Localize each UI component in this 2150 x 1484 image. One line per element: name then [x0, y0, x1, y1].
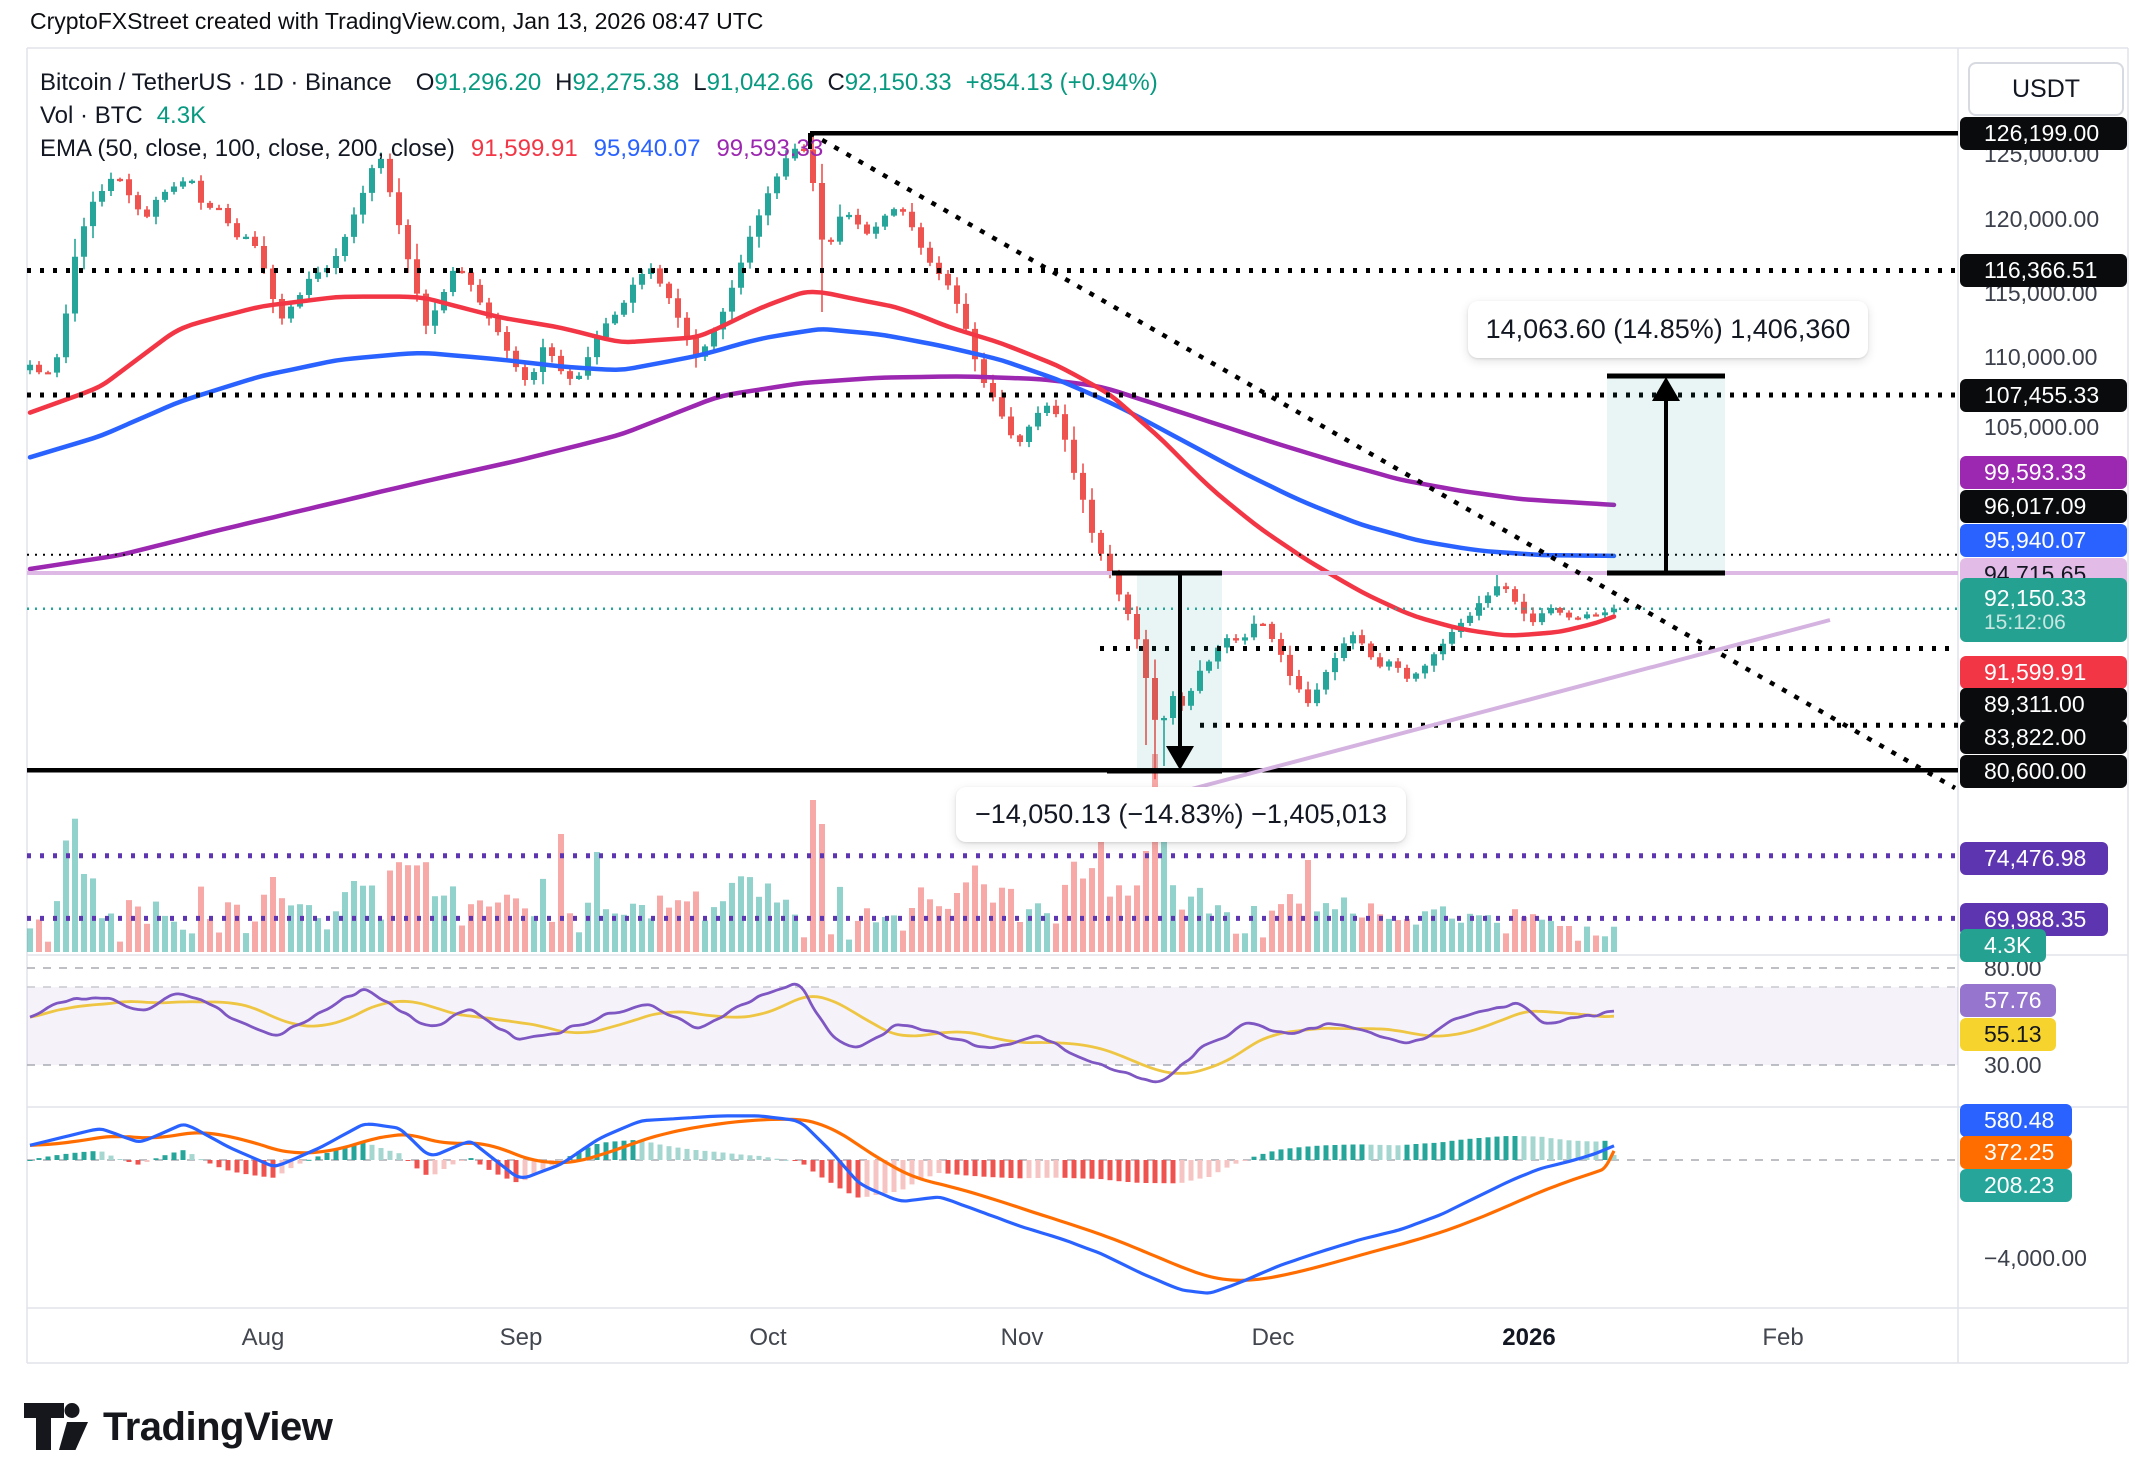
- axis-label-99593.33: 99,593.33: [1960, 455, 2127, 489]
- time-label-2026: 2026: [1502, 1324, 1556, 1351]
- time-label-Aug: Aug: [241, 1324, 285, 1351]
- axis-label-91599.91: 91,599.91: [1960, 655, 2127, 689]
- axis-label-120000.00: 120,000.00: [1984, 206, 2100, 232]
- ohlc-high-value: 92,275.38: [572, 68, 680, 96]
- time-label-Nov: Nov: [1000, 1324, 1044, 1351]
- ohlc-close-key: C: [827, 68, 845, 96]
- rsi-band: [27, 967, 1958, 1161]
- time-label-Dec: Dec: [1251, 1324, 1295, 1351]
- axis-label-116366.51: 116,366.51: [1960, 253, 2127, 287]
- axis-label-110000.00: 110,000.00: [1984, 344, 2098, 370]
- ema-label: EMA (50, close, 100, close, 200, close): [40, 134, 455, 162]
- chart-legend: Bitcoin / TetherUS · 1D · Binance O 91,29…: [40, 66, 1158, 165]
- rsi-lines: [29, 982, 1615, 1084]
- volume-value: 4.3K: [156, 101, 207, 129]
- axis-label-96017.09: 96,017.09: [1960, 489, 2127, 523]
- axis-label-107455.33: 107,455.33: [1960, 378, 2127, 412]
- axis-label-30.00: 30.00: [1984, 1052, 2042, 1078]
- axis-label-208.23: 208.23: [1960, 1168, 2072, 1202]
- volume-bars: [27, 754, 1617, 952]
- axis-label-89311.00: 89,311.00: [1960, 687, 2127, 721]
- axis-label-83822.00: 83,822.00: [1960, 720, 2127, 754]
- tradingview-logo-text: TradingView: [103, 1404, 333, 1449]
- symbol-title[interactable]: Bitcoin / TetherUS · 1D · Binance: [40, 68, 392, 96]
- axis-label-55.13: 55.13: [1960, 1017, 2056, 1051]
- ema-row[interactable]: EMA (50, close, 100, close, 200, close) …: [40, 132, 1158, 165]
- axis-label-4.3K: 4.3K: [1960, 928, 2046, 962]
- axis-label-580.48: 580.48: [1960, 1103, 2072, 1137]
- trendlines: [808, 131, 1957, 802]
- ema-lines: [27, 289, 1617, 638]
- measure-down-label[interactable]: −14,050.13 (−14.83%) −1,405,013: [956, 787, 1406, 842]
- symbol-row[interactable]: Bitcoin / TetherUS · 1D · Binance O 91,29…: [40, 66, 1158, 99]
- tradingview-logo[interactable]: TradingView: [23, 1402, 333, 1452]
- axis-label-372.25: 372.25: [1960, 1135, 2072, 1169]
- ohlc-open-key: O: [415, 68, 435, 96]
- volume-label: Vol · BTC: [40, 101, 143, 129]
- axis-label-95940.07: 95,940.07: [1960, 523, 2127, 557]
- time-label-Feb: Feb: [1762, 1324, 1804, 1351]
- ema200-value: 99,593.33: [716, 134, 824, 162]
- axis-label-74476.98: 74,476.98: [1960, 841, 2108, 875]
- time-label-Oct: Oct: [749, 1324, 787, 1351]
- measure-up-label[interactable]: 14,063.60 (14.85%) 1,406,360: [1468, 301, 1868, 358]
- volume-row[interactable]: Vol · BTC 4.3K: [40, 99, 1158, 132]
- currency-toggle-button[interactable]: USDT: [1968, 62, 2124, 116]
- ohlc-close-value: 92,150.33: [844, 68, 952, 96]
- price-levels: [27, 130, 1958, 921]
- axis-label-105000.00: 105,000.00: [1984, 414, 2100, 440]
- change-value: +854.13 (+0.94%): [965, 68, 1158, 96]
- ohlc-high-key: H: [555, 68, 573, 96]
- candles-layer: [27, 133, 1617, 780]
- price-range-tools: [1107, 373, 1725, 774]
- ohlc-low-value: 91,042.66: [706, 68, 814, 96]
- ohlc-open-value: 91,296.20: [434, 68, 542, 96]
- axis-label-57.76: 57.76: [1960, 983, 2056, 1017]
- axis-label-92150.33: 92,150.33 15:12:06: [1960, 578, 2127, 642]
- pane-separators: [26, 47, 2129, 1364]
- ohlc-low-key: L: [693, 68, 707, 96]
- watermark-text: CryptoFXStreet created with TradingView.…: [30, 8, 764, 34]
- macd-layer: [27, 1114, 1617, 1295]
- ema50-value: 91,599.91: [470, 134, 578, 162]
- ema100-value: 95,940.07: [593, 134, 701, 162]
- axis-label-126199.00: 126,199.00: [1960, 116, 2127, 150]
- time-label-Sep: Sep: [499, 1324, 543, 1351]
- tradingview-logo-icon: [24, 1403, 88, 1450]
- axis-label-4000.00: −4,000.00: [1984, 1245, 2087, 1271]
- axis-label-80600.00: 80,600.00: [1960, 754, 2127, 788]
